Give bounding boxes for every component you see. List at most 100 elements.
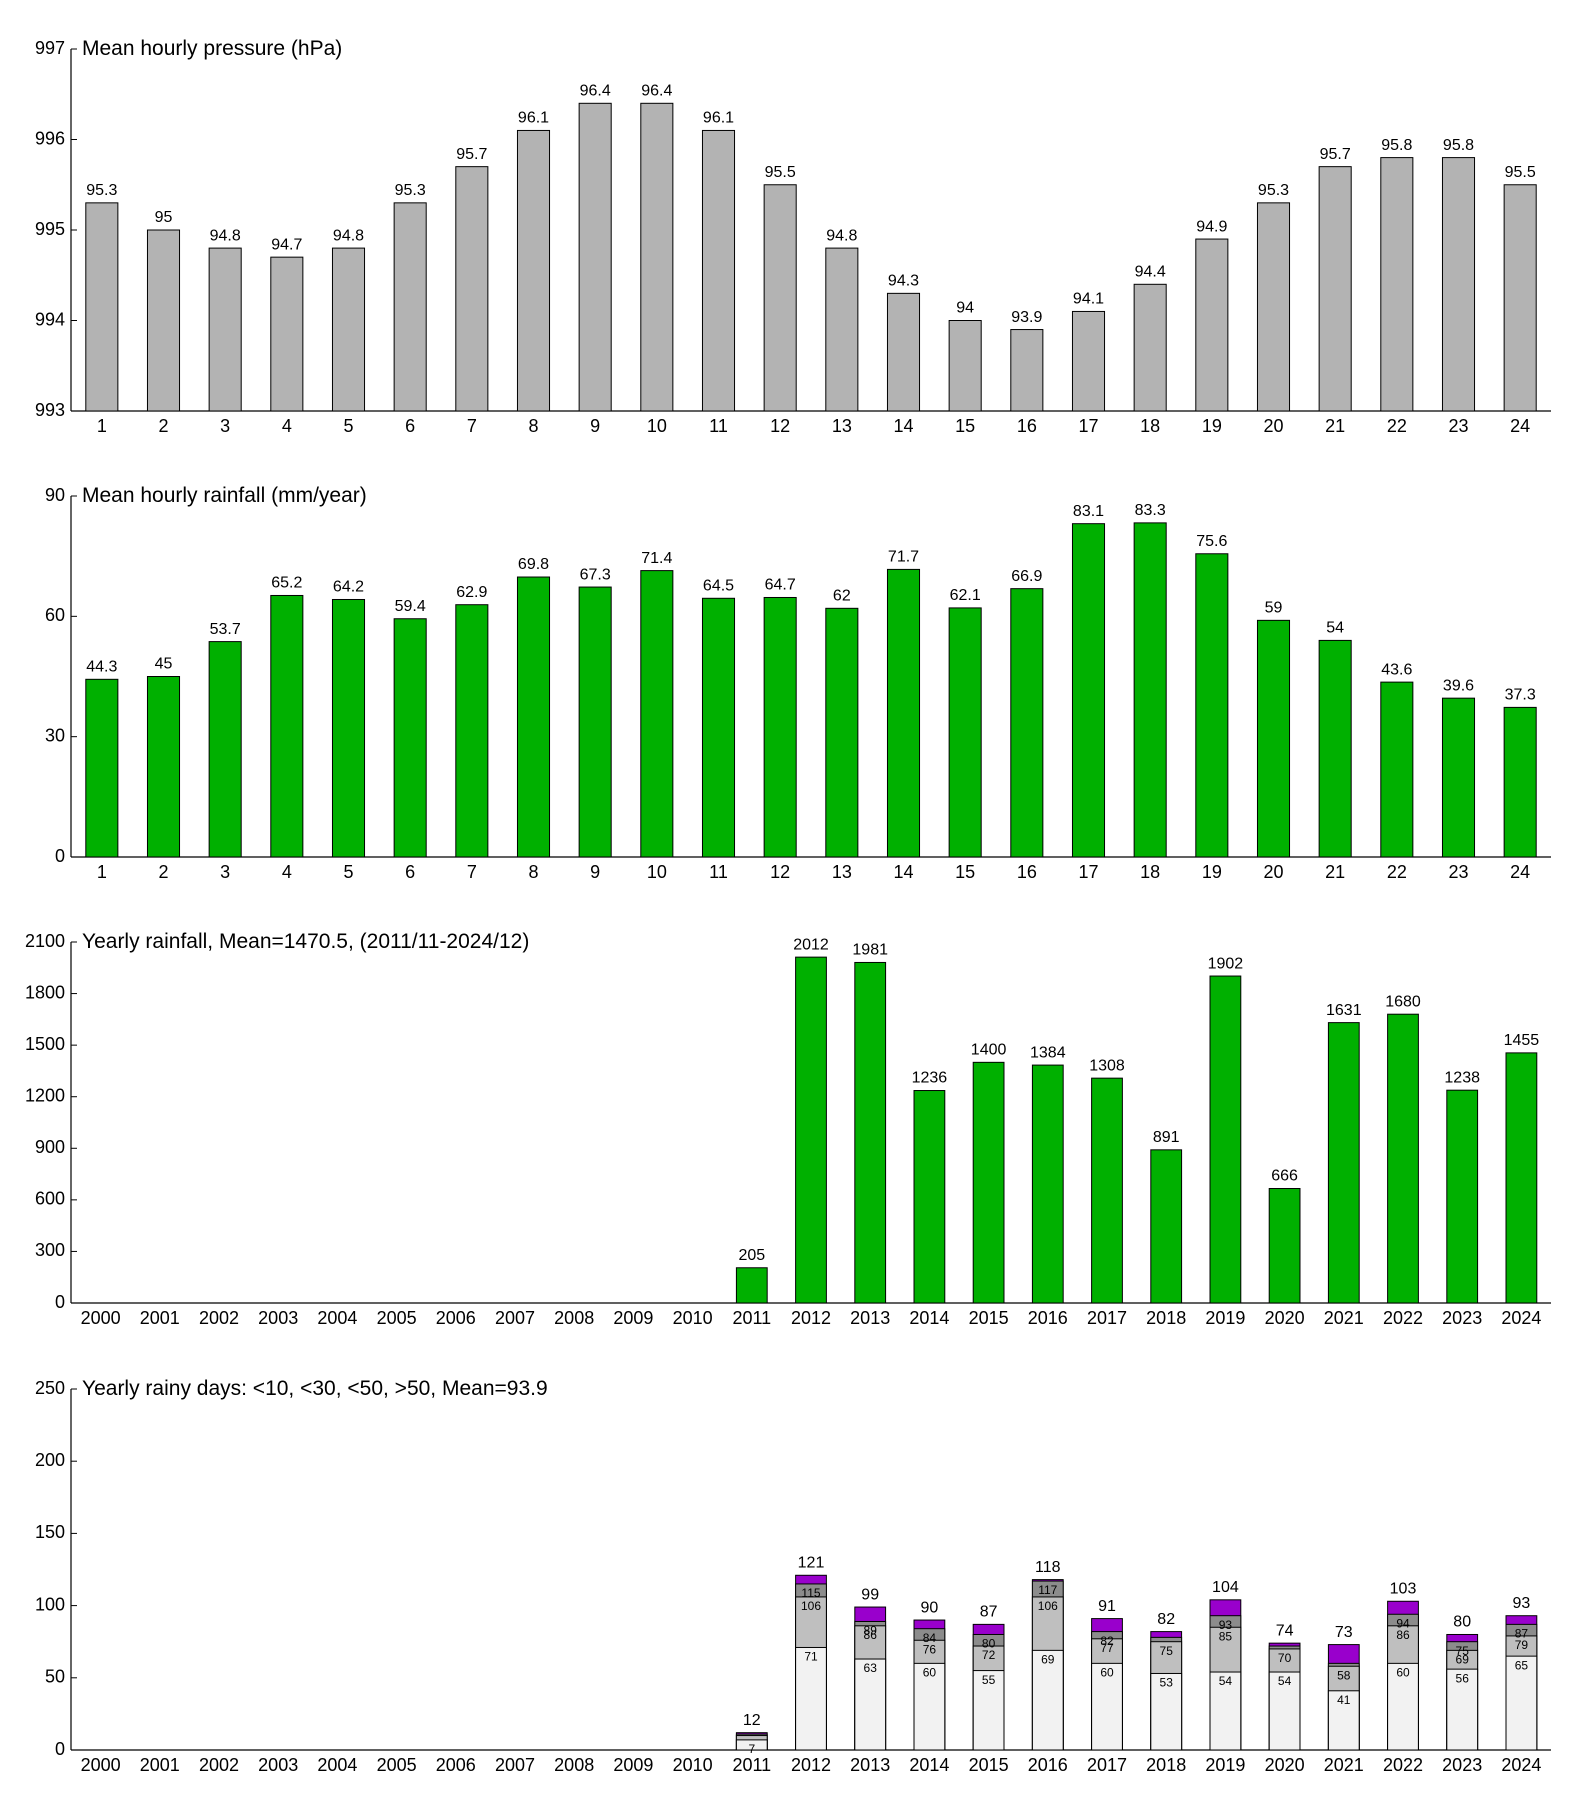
value-label: 1400 bbox=[971, 1042, 1007, 1059]
x-tick-label: 2003 bbox=[258, 1755, 298, 1775]
value-label: 1902 bbox=[1208, 955, 1244, 972]
bar bbox=[640, 102, 674, 412]
x-tick-label: 17 bbox=[1078, 416, 1098, 436]
bar bbox=[1380, 157, 1414, 412]
x-tick-label: 2012 bbox=[791, 1308, 831, 1328]
bar bbox=[1318, 639, 1352, 858]
x-tick-label: 22 bbox=[1387, 416, 1407, 436]
segment-label: 82 bbox=[1100, 1634, 1114, 1648]
x-tick-label: 2014 bbox=[909, 1755, 949, 1775]
x-tick-label: 17 bbox=[1078, 862, 1098, 882]
y-tick-label: 996 bbox=[35, 128, 65, 148]
total-label: 90 bbox=[921, 1599, 939, 1616]
value-label: 94.8 bbox=[826, 227, 857, 244]
y-tick-label: 997 bbox=[35, 38, 65, 58]
total-label: 121 bbox=[798, 1554, 825, 1571]
x-tick-label: 19 bbox=[1202, 862, 1222, 882]
bar bbox=[393, 618, 427, 858]
y-tick-label: 1800 bbox=[25, 982, 65, 1002]
x-tick-label: 13 bbox=[832, 862, 852, 882]
x-tick-label: 12 bbox=[770, 416, 790, 436]
bar-segment bbox=[913, 1662, 946, 1751]
value-label: 37.3 bbox=[1505, 687, 1536, 704]
x-tick-label: 2017 bbox=[1087, 1755, 1127, 1775]
x-tick-label: 1 bbox=[97, 416, 107, 436]
value-label: 64.7 bbox=[765, 577, 796, 594]
total-label: 103 bbox=[1390, 1580, 1417, 1597]
value-label: 95 bbox=[155, 209, 173, 226]
bar bbox=[331, 598, 366, 858]
segment-label: 93 bbox=[1219, 1618, 1233, 1632]
value-label: 94.7 bbox=[271, 236, 302, 253]
segment-label: 85 bbox=[1219, 1629, 1233, 1643]
bar bbox=[455, 166, 489, 412]
bar bbox=[1441, 157, 1476, 412]
x-tick-label: 2004 bbox=[317, 1308, 357, 1328]
bar bbox=[578, 102, 612, 412]
total-label: 12 bbox=[743, 1712, 761, 1729]
segment-label: 56 bbox=[1456, 1671, 1470, 1685]
value-label: 95.3 bbox=[1258, 182, 1289, 199]
value-label: 94.8 bbox=[210, 227, 241, 244]
value-label: 66.9 bbox=[1011, 568, 1042, 585]
bar-segment bbox=[1327, 1690, 1360, 1751]
x-tick-label: 3 bbox=[220, 862, 230, 882]
value-label: 96.4 bbox=[580, 83, 611, 100]
bar bbox=[701, 597, 736, 858]
bar-segment bbox=[1446, 1668, 1479, 1751]
x-tick-label: 2005 bbox=[377, 1755, 417, 1775]
y-tick-label: 994 bbox=[35, 309, 65, 329]
bar bbox=[701, 129, 736, 412]
x-tick-label: 2008 bbox=[554, 1755, 594, 1775]
total-label: 73 bbox=[1335, 1624, 1353, 1641]
value-label: 62.9 bbox=[456, 584, 487, 601]
x-tick-label: 2020 bbox=[1265, 1308, 1305, 1328]
segment-label: 80 bbox=[982, 1637, 996, 1651]
chart-title: Yearly rainfall, Mean=1470.5, (2011/11-2… bbox=[82, 930, 529, 953]
bar bbox=[948, 320, 982, 412]
bar bbox=[1268, 1188, 1301, 1304]
value-label: 43.6 bbox=[1381, 661, 1412, 678]
bar bbox=[1446, 1089, 1479, 1304]
bar bbox=[146, 676, 181, 858]
bar bbox=[735, 1267, 768, 1304]
bar bbox=[1256, 619, 1291, 858]
x-tick-label: 24 bbox=[1510, 416, 1530, 436]
y-tick-label: 60 bbox=[45, 605, 65, 625]
x-tick-label: 1 bbox=[97, 862, 107, 882]
y-tick-label: 993 bbox=[35, 400, 65, 420]
x-tick-label: 23 bbox=[1448, 416, 1468, 436]
bar-segment bbox=[1031, 1649, 1064, 1751]
bar-segment bbox=[795, 1646, 827, 1751]
x-tick-label: 5 bbox=[343, 416, 353, 436]
x-tick-label: 2009 bbox=[613, 1308, 653, 1328]
total-label: 104 bbox=[1212, 1579, 1239, 1596]
value-label: 65.2 bbox=[271, 575, 302, 592]
x-tick-label: 2024 bbox=[1501, 1755, 1541, 1775]
x-tick-label: 13 bbox=[832, 416, 852, 436]
bar bbox=[455, 604, 489, 858]
total-label: 80 bbox=[1453, 1614, 1471, 1631]
x-tick-label: 6 bbox=[405, 862, 415, 882]
bar bbox=[1209, 975, 1242, 1304]
x-tick-label: 2018 bbox=[1146, 1308, 1186, 1328]
y-tick-label: 0 bbox=[55, 1739, 65, 1759]
y-tick-label: 1200 bbox=[25, 1085, 65, 1105]
x-tick-label: 2020 bbox=[1265, 1755, 1305, 1775]
x-tick-label: 2006 bbox=[436, 1755, 476, 1775]
bar bbox=[1031, 1064, 1064, 1304]
bar bbox=[763, 184, 797, 412]
bar bbox=[208, 641, 242, 858]
bar bbox=[1441, 697, 1476, 858]
bar bbox=[825, 607, 859, 858]
x-tick-label: 2002 bbox=[199, 1308, 239, 1328]
x-tick-label: 2016 bbox=[1028, 1308, 1068, 1328]
bar bbox=[1387, 1013, 1419, 1304]
total-label: 91 bbox=[1098, 1598, 1116, 1615]
bar-segment bbox=[1150, 1672, 1183, 1751]
x-tick-label: 21 bbox=[1325, 416, 1345, 436]
bar bbox=[1071, 310, 1106, 412]
x-tick-label: 2011 bbox=[732, 1308, 771, 1328]
y-tick-label: 100 bbox=[35, 1594, 65, 1614]
segment-label: 55 bbox=[982, 1673, 996, 1687]
